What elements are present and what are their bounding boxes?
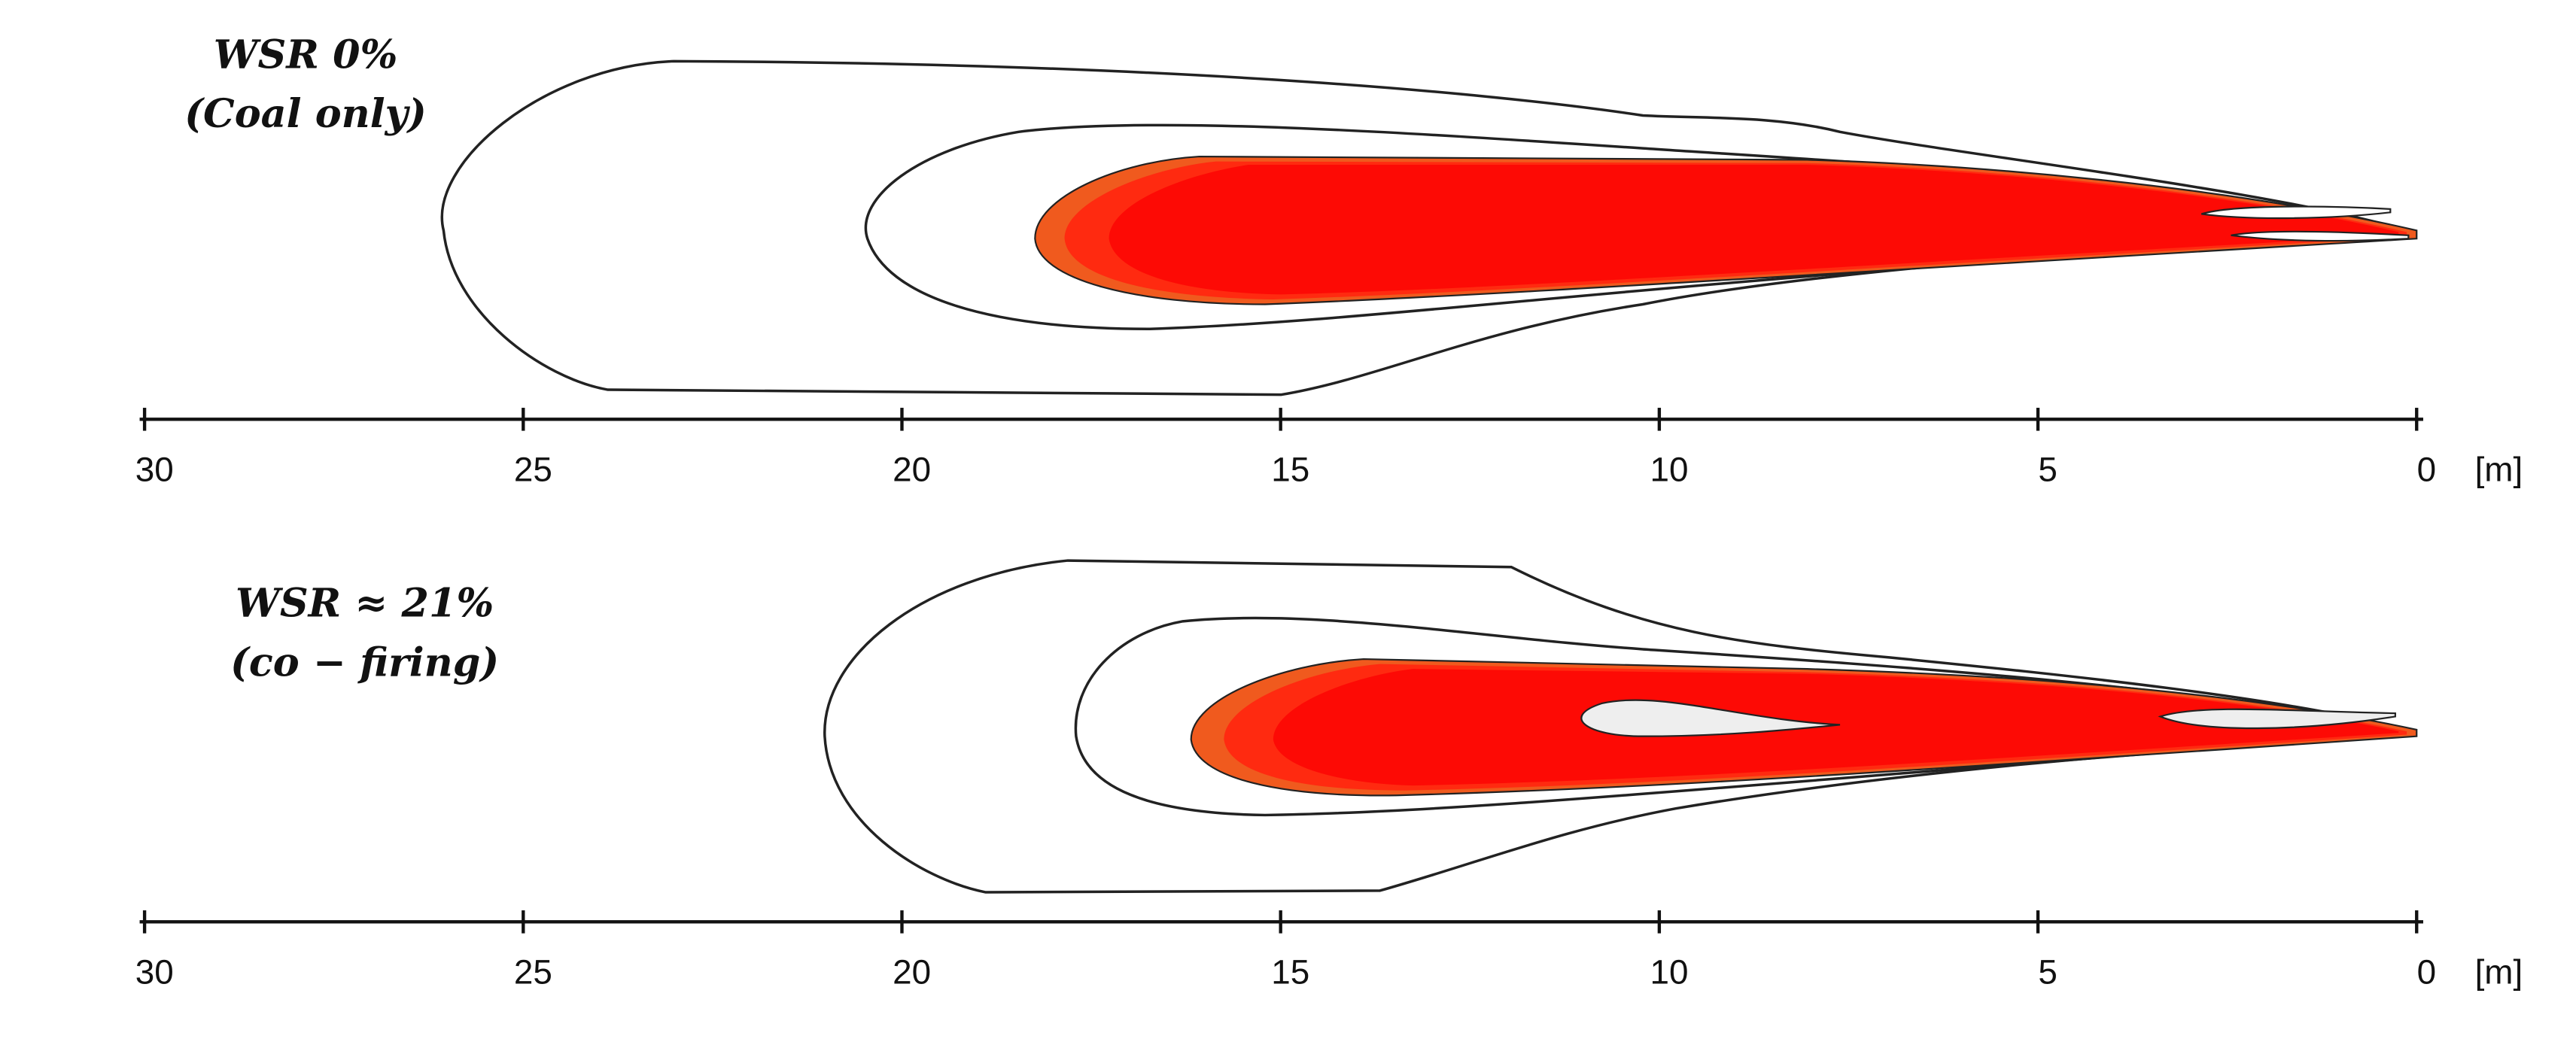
flame-core-inner <box>1109 164 2399 295</box>
tick-label: 25 <box>514 952 552 991</box>
tick-label: 25 <box>514 450 552 488</box>
axis-unit: [m] <box>2475 450 2523 488</box>
tick-label: 10 <box>1650 952 1688 991</box>
tick-label: 30 <box>135 450 174 488</box>
tick-label: 0 <box>2417 952 2437 991</box>
tick-label: 5 <box>2038 952 2057 991</box>
flame-contours-2 <box>823 559 2418 894</box>
panel: WSR ≈ 21% (co − firing) 30 25 20 15 10 5 0 [m] <box>135 581 2523 992</box>
tick-label: 10 <box>1650 450 1688 488</box>
panel: WSR 0% (Coal only) 30 25 20 15 10 5 0 [m] <box>135 32 2523 489</box>
tick-label: 0 <box>2417 450 2437 488</box>
tick-label: 5 <box>2038 450 2057 488</box>
flame-gap <box>2200 205 2410 242</box>
flame-core-inner <box>1273 669 2399 786</box>
case-label: WSR 0% <box>214 32 398 78</box>
flame-contours-1 <box>440 59 2418 396</box>
case-label: (co − firing) <box>230 639 499 685</box>
flame-gap <box>1580 699 2396 737</box>
tick-label: 15 <box>1271 450 1309 488</box>
case-label: (Coal only) <box>184 91 427 137</box>
tick-label: 20 <box>893 952 931 991</box>
tick-label: 30 <box>135 952 174 991</box>
tick-label: 15 <box>1271 952 1309 991</box>
case-label: WSR ≈ 21% <box>236 581 494 627</box>
tick-label: 20 <box>893 450 931 488</box>
axis-unit: [m] <box>2475 952 2523 991</box>
